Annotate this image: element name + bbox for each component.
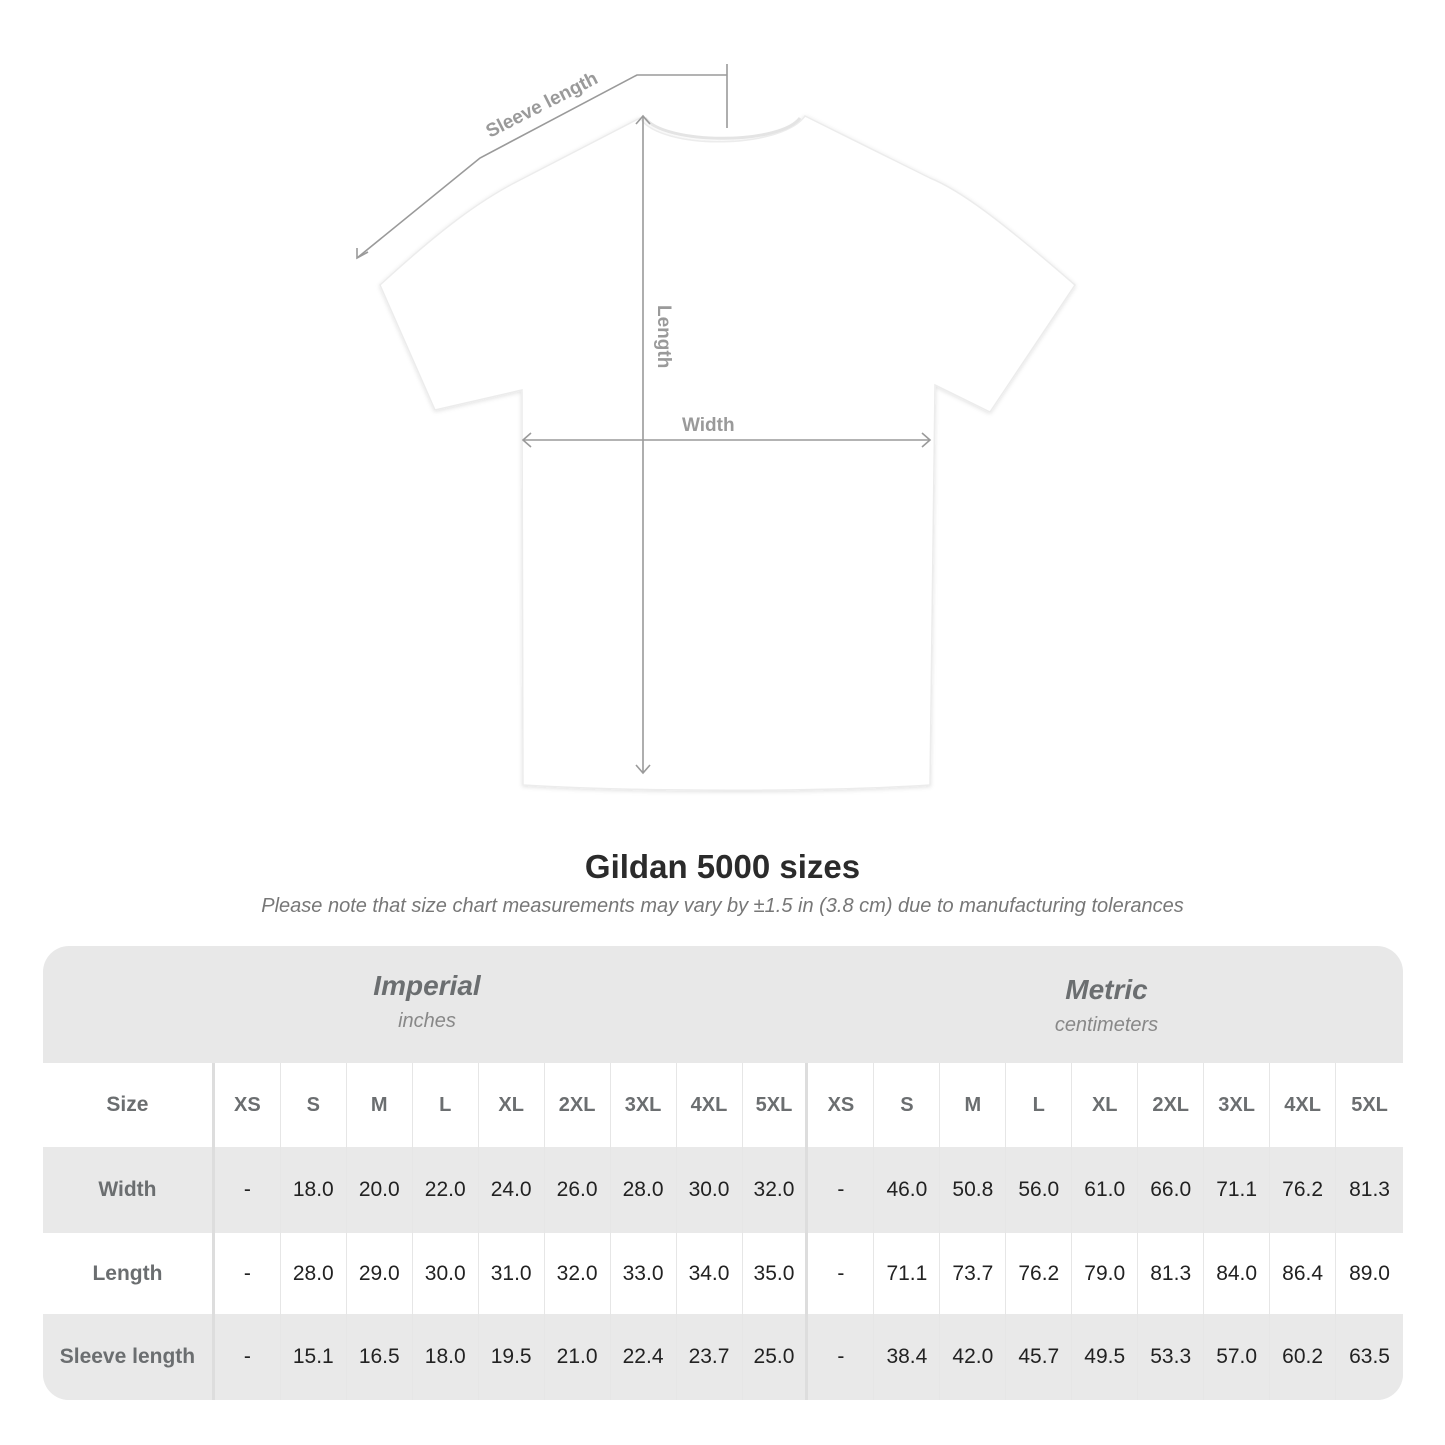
size-header-cell: 3XL (611, 1063, 677, 1147)
imperial-value-cell: 21.0 (545, 1314, 611, 1400)
imperial-title: Imperial (373, 970, 481, 1001)
imperial-value-cell: 33.0 (611, 1233, 677, 1314)
tolerance-note: Please note that size chart measurements… (261, 895, 1184, 917)
header-row: Size XS S M L XL 2XL 3XL 4XL 5XL XS S M L XL 2XL 3XL 4XL 5… (43, 1063, 1403, 1147)
imperial-value-cell: 18.0 (413, 1314, 479, 1400)
imperial-value-cell: 24.0 (479, 1147, 545, 1233)
metric-value-cell: 38.4 (874, 1314, 941, 1400)
size-header-cell: 5XL (743, 1063, 809, 1147)
row-label: Size (43, 1063, 215, 1147)
size-header-cell: XL (1072, 1063, 1139, 1147)
imperial-value-cell: 15.1 (281, 1314, 347, 1400)
imperial-value-cell: 35.0 (743, 1233, 809, 1314)
imperial-value-cell: 26.0 (545, 1147, 611, 1233)
metric-value-cell: 53.3 (1138, 1314, 1205, 1400)
imperial-value-cell: - (215, 1314, 281, 1400)
table-row: Sleeve length -15.1 16.5 18.0 19.5 21.0 22.4 23… (43, 1314, 1403, 1400)
metric-value-cell: 57.0 (1204, 1314, 1271, 1400)
imperial-value-cell: 31.0 (479, 1233, 545, 1314)
metric-value-cell: 81.3 (1138, 1233, 1205, 1314)
size-header-cell: XS (215, 1063, 281, 1147)
size-header-cell: 5XL (1351, 1093, 1388, 1116)
imperial-value-cell: 32.0 (545, 1233, 611, 1314)
metric-value-cell: 56.0 (1006, 1147, 1073, 1233)
size-header-cell: M (347, 1063, 413, 1147)
imperial-value-cell: 23.7 (677, 1314, 743, 1400)
metric-value-cell: 79.0 (1072, 1233, 1139, 1314)
measure-lines (356, 64, 932, 775)
page-title: Gildan 5000 sizes (584, 848, 861, 885)
size-header-cell: L (413, 1063, 479, 1147)
row-label: Length (43, 1233, 215, 1314)
imperial-value-cell: 28.0 (281, 1233, 347, 1314)
imperial-value-cell: 16.5 (347, 1314, 413, 1400)
metric-value-cell: - (808, 1233, 875, 1314)
metric-title: Metric (1065, 974, 1148, 1005)
metric-value-cell: 60.2 (1270, 1314, 1337, 1400)
metric-value-cell: 46.0 (874, 1147, 941, 1233)
size-header-cell: 4XL (677, 1063, 743, 1147)
sleeve-length-label: Sleeve length (483, 68, 602, 142)
metric-value-cell: 73.7 (940, 1233, 1007, 1314)
imperial-value-cell: 30.0 (413, 1233, 479, 1314)
imperial-value-cell: 34.0 (677, 1233, 743, 1314)
size-header-cell: M (940, 1063, 1007, 1147)
row-label: Sleeve length (43, 1314, 215, 1400)
tshirt-diagram: Sleeve length Length Width (356, 64, 1076, 791)
table-row: Width -18.0 20.0 22.0 24.0 26.0 28.0 30.0 32.0-4… (43, 1147, 1403, 1233)
size-header-cell: 2XL (1138, 1063, 1205, 1147)
length-label: Length (653, 305, 674, 368)
width-label: Width (682, 415, 735, 436)
metric-value-cell: 63.5 (1349, 1345, 1390, 1368)
metric-value-cell: 42.0 (940, 1314, 1007, 1400)
metric-unit: centimeters (1054, 1014, 1159, 1036)
size-header-cell: S (874, 1063, 941, 1147)
size-header-cell: 3XL (1204, 1063, 1271, 1147)
imperial-value-cell: - (215, 1233, 281, 1314)
metric-value-cell: 49.5 (1072, 1314, 1139, 1400)
size-table: Imperial inches Metric centimeters Size X… (43, 946, 1403, 1400)
metric-value-cell: 89.0 (1349, 1261, 1390, 1285)
metric-value-cell: 86.4 (1270, 1233, 1337, 1314)
metric-value-cell: 61.0 (1072, 1147, 1139, 1233)
tshirt-shape (379, 115, 1076, 791)
size-header-cell: 4XL (1270, 1063, 1337, 1147)
imperial-value-cell: 30.0 (677, 1147, 743, 1233)
imperial-value-cell: 19.5 (479, 1314, 545, 1400)
table-row: Length -28.0 29.0 30.0 31.0 32.0 33.0 34.0 35.0-… (43, 1233, 1403, 1314)
imperial-value-cell: 22.4 (611, 1314, 677, 1400)
sleeve-measure-line (356, 74, 727, 259)
row-label: Width (43, 1147, 215, 1233)
metric-value-cell: 71.1 (1204, 1147, 1271, 1233)
metric-value-cell: 50.8 (940, 1147, 1007, 1233)
metric-value-cell: - (808, 1147, 875, 1233)
imperial-value-cell: 28.0 (611, 1147, 677, 1233)
metric-value-cell: 84.0 (1204, 1233, 1271, 1314)
imperial-value-cell: 25.0 (743, 1314, 809, 1400)
metric-header: Metric centimeters (810, 946, 1403, 1063)
metric-value-cell: 71.1 (874, 1233, 941, 1314)
metric-value-cell: 45.7 (1006, 1314, 1073, 1400)
imperial-value-cell: 29.0 (347, 1233, 413, 1314)
metric-value-cell: 76.2 (1006, 1233, 1073, 1314)
imperial-value-cell: 22.0 (413, 1147, 479, 1233)
metric-value-cell: 81.3 (1349, 1178, 1390, 1201)
size-header-cell: S (281, 1063, 347, 1147)
imperial-unit: inches (398, 1010, 456, 1032)
imperial-value-cell: - (215, 1147, 281, 1233)
imperial-value-cell: 18.0 (281, 1147, 347, 1233)
size-header-cell: XL (479, 1063, 545, 1147)
metric-value-cell: 76.2 (1270, 1147, 1337, 1233)
size-header-cell: XS (808, 1063, 875, 1147)
size-header-cell: L (1006, 1063, 1073, 1147)
size-header-cell: 2XL (545, 1063, 611, 1147)
imperial-value-cell: 20.0 (347, 1147, 413, 1233)
metric-value-cell: - (808, 1314, 875, 1400)
metric-value-cell: 66.0 (1138, 1147, 1205, 1233)
imperial-value-cell: 32.0 (743, 1147, 809, 1233)
imperial-header: Imperial inches (215, 946, 639, 1063)
